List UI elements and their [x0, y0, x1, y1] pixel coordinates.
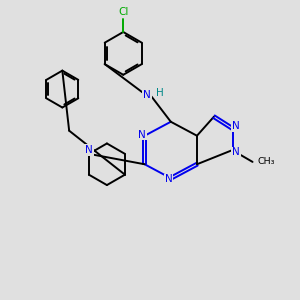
- Text: Cl: Cl: [118, 7, 128, 17]
- Text: N: N: [85, 145, 93, 155]
- Text: N: N: [138, 130, 146, 140]
- Text: N: N: [143, 90, 151, 100]
- Text: N: N: [232, 147, 240, 158]
- Text: N: N: [165, 174, 172, 184]
- Text: CH₃: CH₃: [258, 158, 275, 166]
- Text: N: N: [232, 121, 240, 131]
- Text: H: H: [156, 88, 164, 98]
